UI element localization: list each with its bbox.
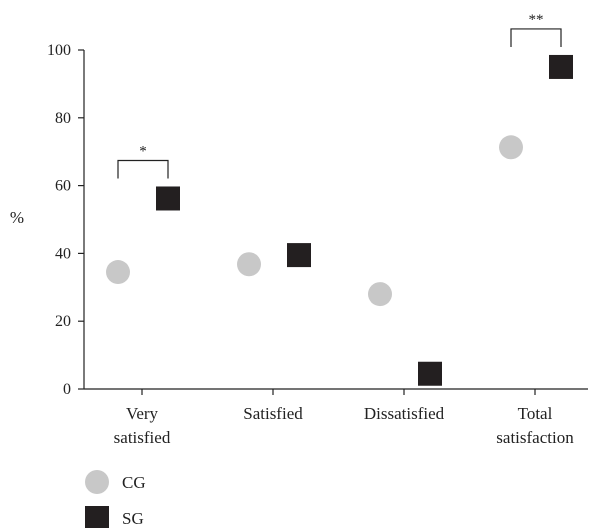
significance-label: ** (529, 12, 544, 28)
x-tick-label: satisfied (114, 428, 171, 447)
sg-point (549, 54, 573, 79)
legend: CG SG (85, 470, 146, 528)
axes: 0 20 40 60 80 100% Very satisfied Satisfied Dissa… (10, 42, 588, 447)
x-tick-label: Very (126, 404, 159, 423)
significance-label: * (139, 143, 147, 159)
cg-point (499, 135, 523, 160)
x-tick-label: satisfaction (496, 428, 574, 447)
cg-point (368, 282, 392, 307)
x-tick-label: Satisfied (243, 404, 303, 423)
cg-point (106, 260, 130, 285)
legend-label: SG (122, 509, 144, 528)
significance-bracket (510, 28, 562, 47)
legend-label: CG (122, 473, 146, 492)
legend-sg-marker (85, 506, 109, 528)
y-tick-label: 20 (55, 313, 71, 330)
sg-point (287, 243, 311, 268)
y-tick-label: 60 (55, 178, 71, 195)
y-tick-label: 0 (63, 381, 71, 398)
significance-brackets: *** (117, 12, 562, 179)
legend-cg-marker (85, 470, 109, 494)
cg-point (237, 252, 261, 277)
data-marks (106, 54, 573, 386)
sg-point (418, 361, 442, 386)
sg-point (156, 186, 180, 211)
y-axis-label: % (10, 208, 24, 227)
x-tick-label: Total (518, 404, 553, 423)
y-tick-label: 80 (55, 110, 71, 127)
significance-bracket (117, 159, 169, 179)
y-tick-label: 100 (47, 42, 71, 59)
y-tick-label: 40 (55, 245, 71, 262)
x-tick-label: Dissatisfied (364, 404, 445, 423)
